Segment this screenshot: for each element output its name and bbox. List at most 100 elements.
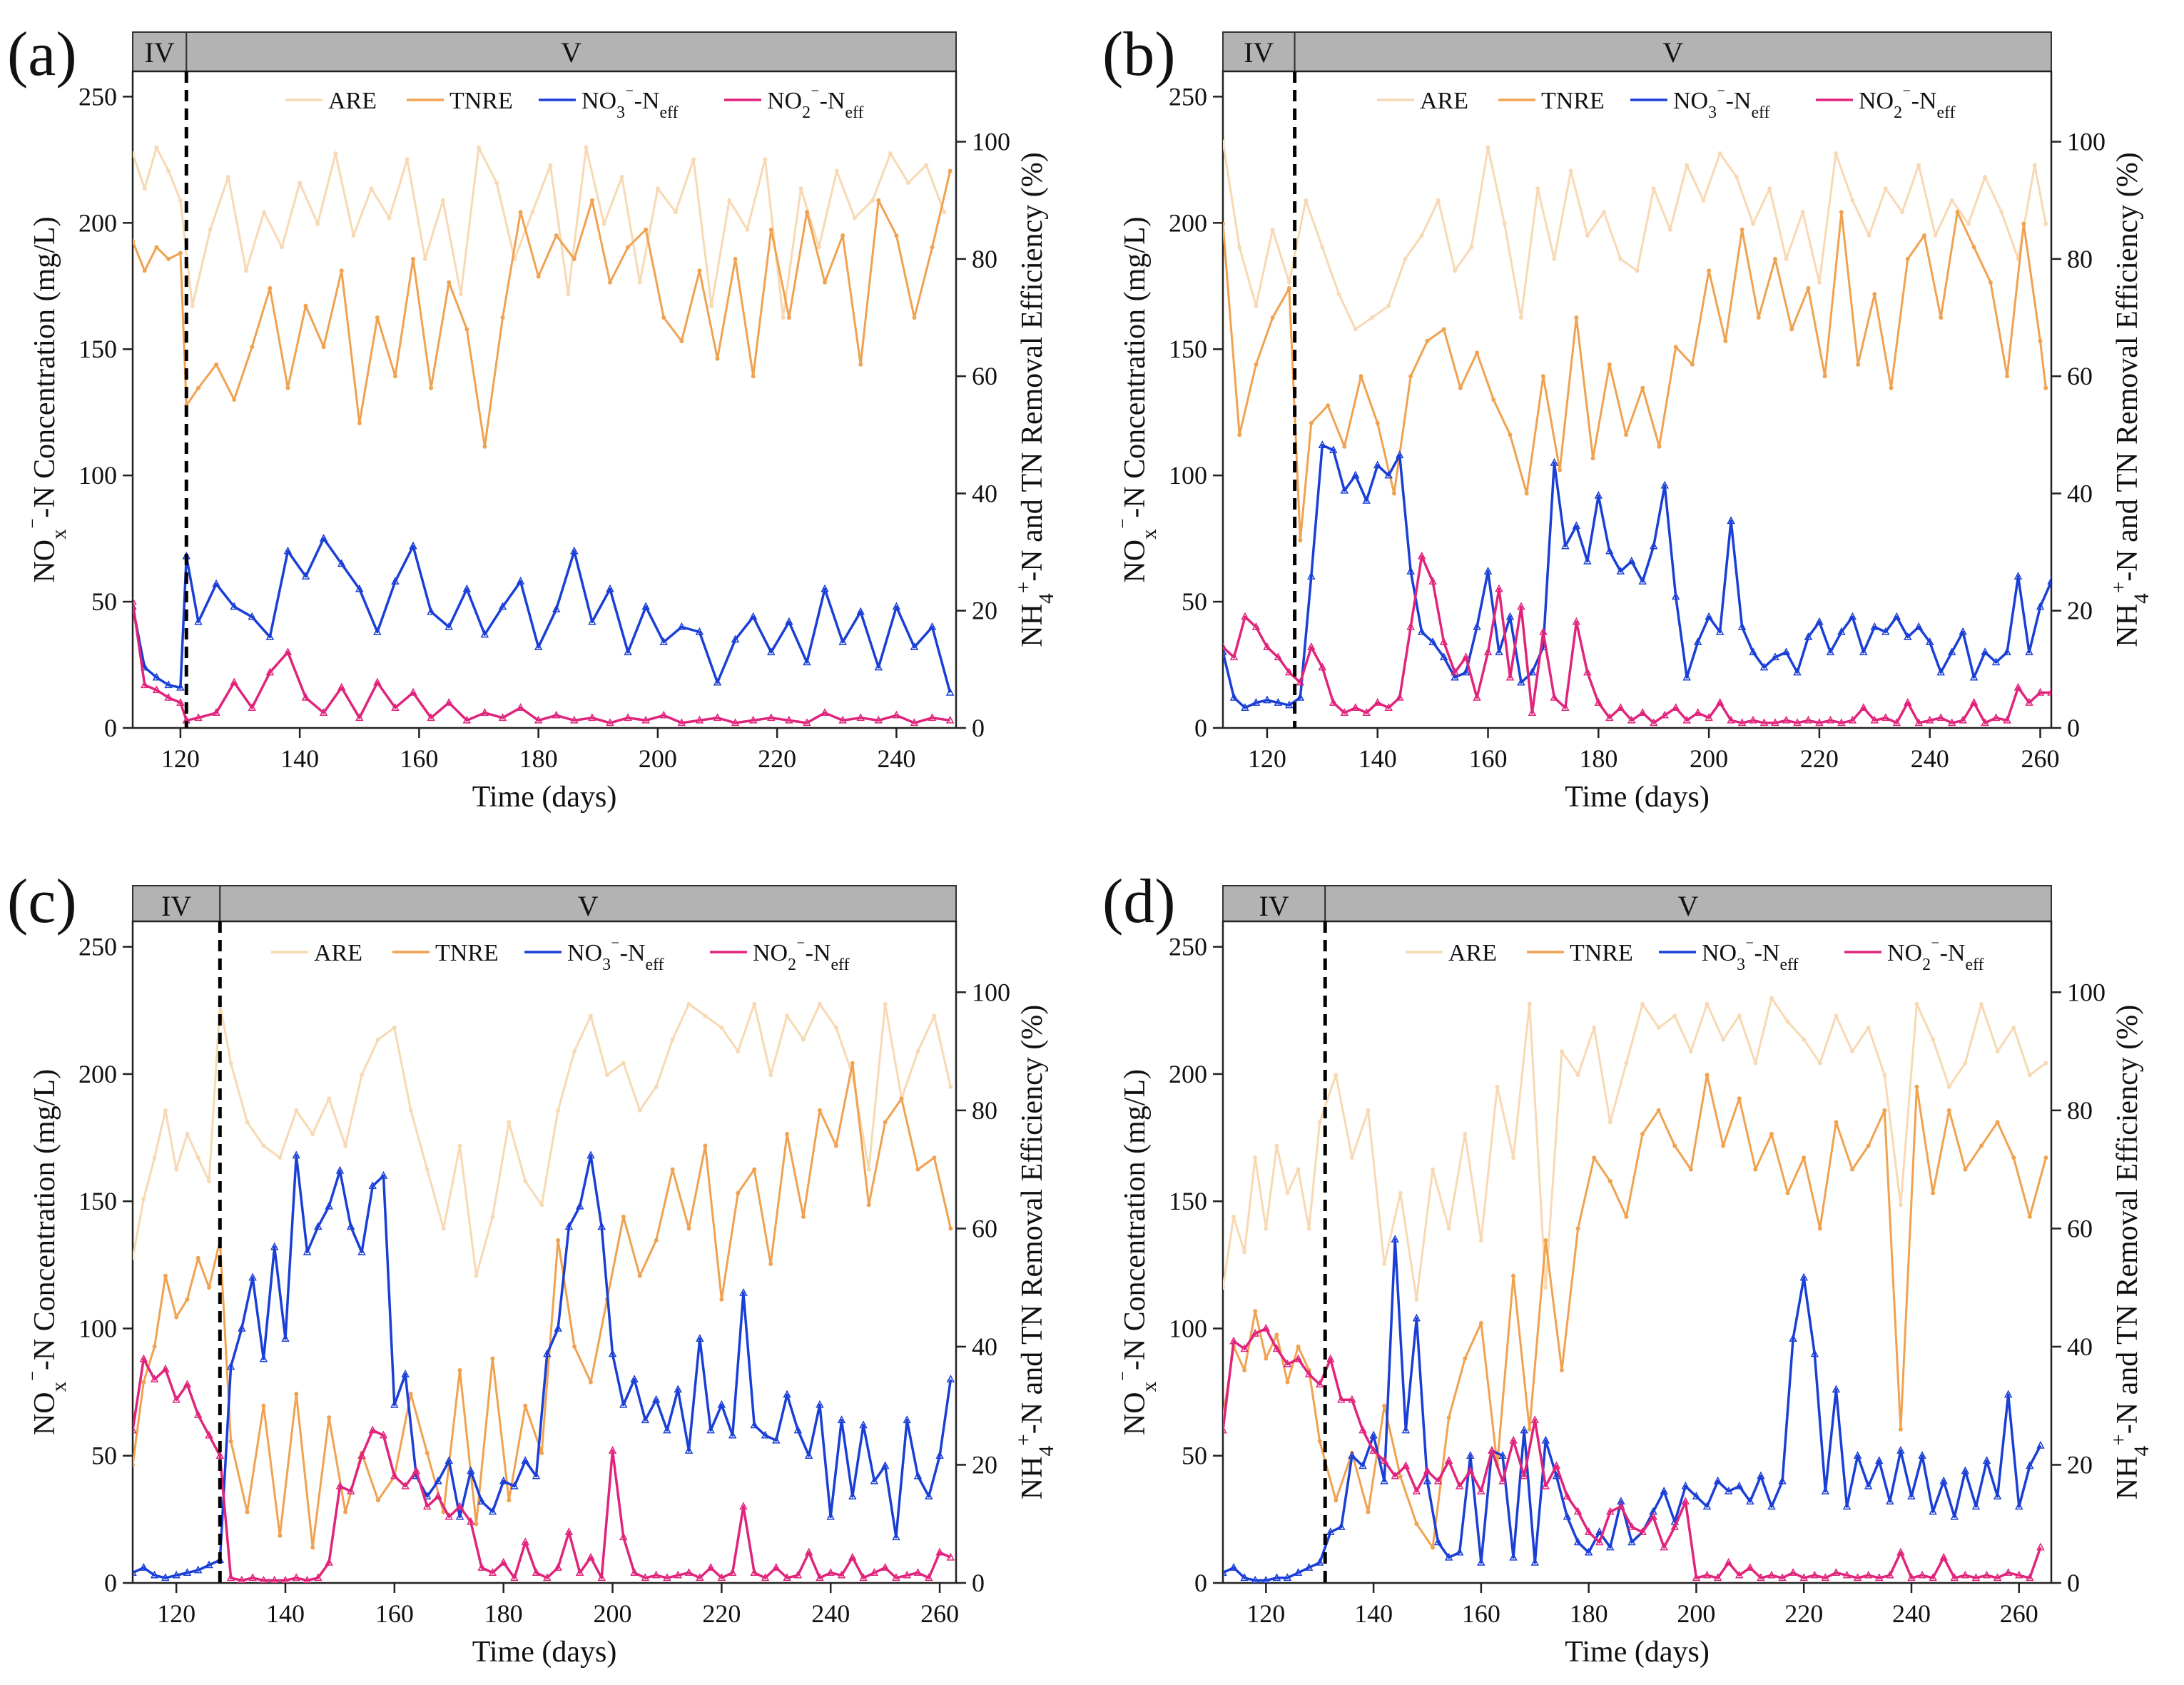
data-point (1433, 1537, 1443, 1546)
data-point (1307, 642, 1316, 651)
data-point (586, 1552, 595, 1561)
phase-v-bar (219, 885, 957, 922)
data-point (1771, 652, 1779, 661)
data-point (346, 1222, 355, 1230)
data-point (163, 1108, 168, 1113)
data-point (1701, 198, 1706, 203)
data-point (1746, 1563, 1754, 1571)
data-point (1517, 677, 1525, 686)
data-point (1826, 715, 1835, 724)
data-point (837, 1570, 846, 1579)
data-point (826, 1512, 835, 1520)
data-point (915, 1167, 920, 1172)
data-point (928, 622, 937, 630)
data-point (1337, 1395, 1346, 1403)
data-point (1971, 245, 1976, 250)
data-point (1320, 245, 1325, 250)
data-point (588, 713, 596, 722)
data-point (1495, 647, 1503, 656)
data-point (1552, 1471, 1561, 1479)
data-point (572, 1344, 577, 1349)
data-point (225, 174, 230, 179)
data-point (1527, 1427, 1532, 1432)
data-point (821, 708, 829, 717)
data-point (1223, 647, 1227, 656)
data-point (2027, 1073, 2032, 1078)
data-point (2036, 1440, 2045, 1449)
data-point (351, 233, 356, 238)
data-point (1627, 556, 1636, 565)
data-point (1539, 627, 1548, 635)
data-point (1478, 1238, 1483, 1243)
data-point (285, 385, 290, 390)
data-point (490, 1356, 495, 1361)
data-point (892, 1573, 900, 1582)
data-point (1348, 1395, 1356, 1403)
data-point (1530, 1557, 1540, 1566)
data-point (1767, 186, 1772, 191)
series-line-no3 (133, 537, 952, 693)
data-point (621, 1214, 626, 1219)
legend-item-tnre: TNRE (1527, 940, 1633, 966)
data-point (1993, 1492, 2002, 1500)
legend-label: ARE (1420, 88, 1468, 114)
data-point (804, 1451, 813, 1459)
data-point (206, 1179, 211, 1184)
y2-tick-label: 40 (972, 1332, 997, 1361)
data-point (1572, 521, 1581, 530)
data-point (1660, 1487, 1668, 1494)
data-point (543, 1573, 552, 1582)
data-point (713, 713, 722, 722)
data-point (1231, 1214, 1236, 1219)
data-point (447, 280, 452, 285)
data-point (588, 1013, 593, 1018)
y2-tick-label: 40 (2067, 479, 2093, 507)
x-tick-label: 140 (1358, 744, 1397, 773)
data-point (1428, 577, 1437, 585)
data-point (1477, 1487, 1485, 1494)
data-point (375, 1037, 380, 1042)
data-point (462, 584, 472, 592)
data-point (1638, 577, 1647, 585)
data-point (695, 627, 704, 635)
panel-letter: (c) (7, 867, 77, 936)
data-point (1398, 1190, 1403, 1195)
data-point (488, 1568, 497, 1576)
data-point (772, 1563, 781, 1571)
data-point (833, 1025, 838, 1030)
data-point (1734, 1570, 1744, 1579)
data-point (1304, 198, 1309, 203)
data-point (1963, 1167, 1968, 1172)
data-point (1270, 227, 1275, 232)
data-point (1834, 151, 1839, 156)
data-point (1832, 1568, 1841, 1576)
data-point (1318, 662, 1327, 671)
data-point (1810, 1349, 1819, 1357)
data-point (1362, 495, 1371, 504)
data-point (154, 245, 159, 250)
data-point (821, 584, 829, 592)
data-point (1508, 432, 1513, 437)
data-point (1559, 1368, 1564, 1373)
data-point (750, 1420, 758, 1429)
data-point (1635, 268, 1640, 273)
y-tick-label: 150 (78, 1187, 117, 1215)
data-point (608, 1349, 617, 1357)
legend-label: TNRE (450, 88, 513, 114)
data-point (532, 1471, 541, 1479)
data-point (1223, 1568, 1227, 1576)
data-point (903, 1570, 911, 1579)
data-point (1229, 1336, 1238, 1345)
data-point (1892, 612, 1901, 620)
data-point (801, 1037, 806, 1042)
data-point (1778, 1573, 1787, 1582)
data-point (1749, 647, 1757, 656)
y2-tick-label: 0 (972, 714, 985, 742)
phase-v-label: V (1678, 890, 1699, 922)
data-point (1253, 1155, 1258, 1160)
data-point (226, 1362, 235, 1370)
data-point (736, 1049, 741, 1054)
data-point (1802, 1155, 1807, 1160)
data-point (261, 210, 266, 215)
data-point (1963, 1061, 1968, 1066)
